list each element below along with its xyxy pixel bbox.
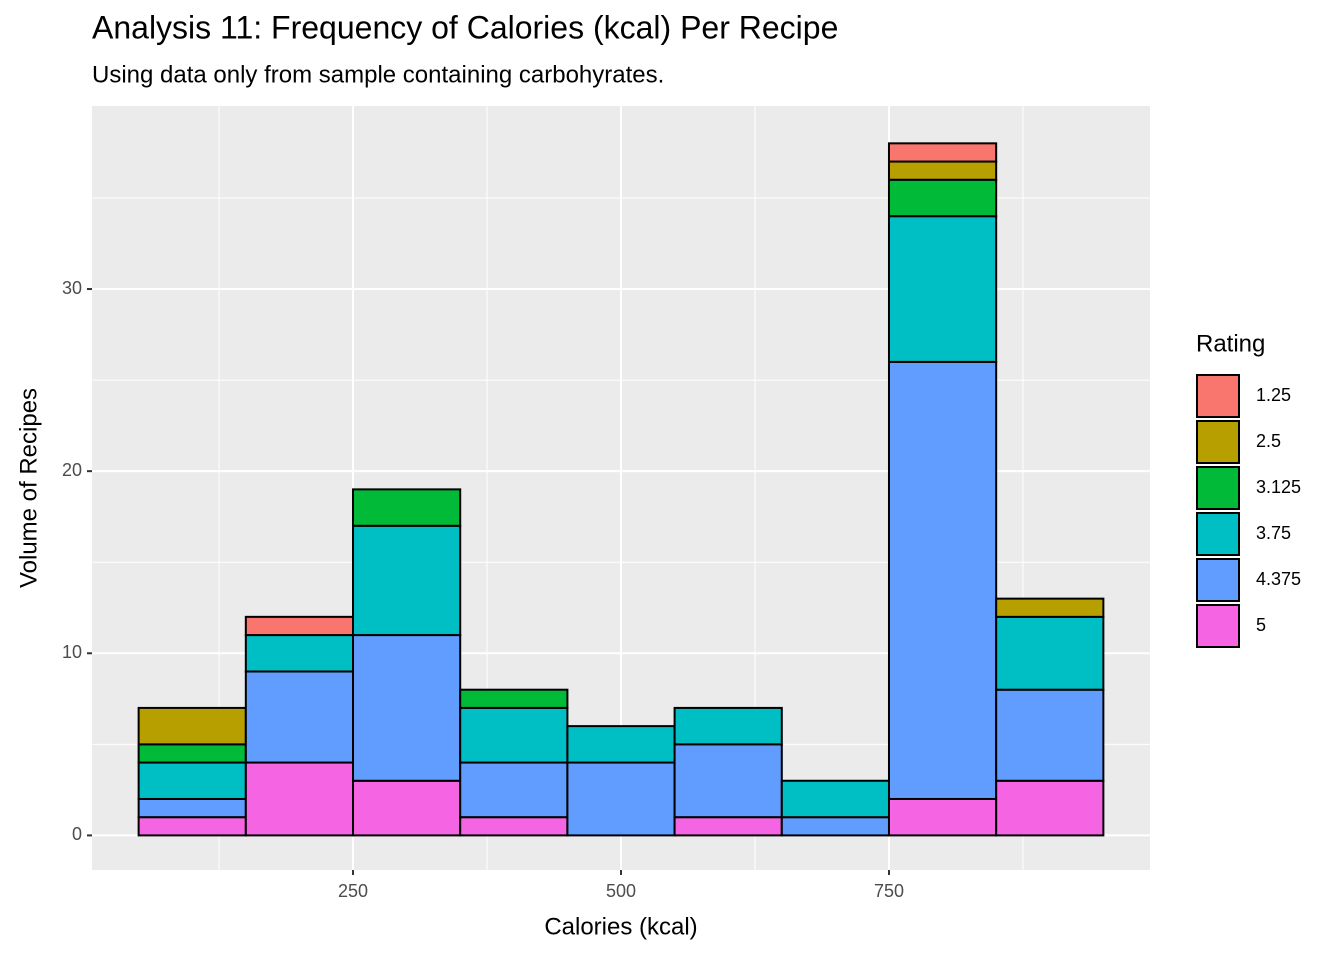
legend-label: 4.375 <box>1256 569 1301 589</box>
x-tick-label: 250 <box>338 881 368 901</box>
bar-segment <box>244 670 355 764</box>
legend-key <box>1196 512 1240 556</box>
bar-segment <box>244 761 355 837</box>
legend-label: 3.75 <box>1256 523 1291 543</box>
legend-key <box>1196 420 1240 464</box>
bar-segment <box>887 160 998 181</box>
x-tick-label: 750 <box>874 881 904 901</box>
legend-label: 1.25 <box>1256 385 1291 405</box>
bar-segment <box>995 615 1105 691</box>
legend-title: Rating <box>1196 330 1265 357</box>
chart-title: Analysis 11: Frequency of Calories (kcal… <box>92 9 838 45</box>
bar-segment <box>137 743 247 764</box>
bar-segment <box>137 816 247 837</box>
bar-segment <box>459 706 569 764</box>
bar-segment <box>995 597 1105 618</box>
bar-segment <box>887 360 998 800</box>
bar-segment <box>887 797 998 837</box>
bar-segment <box>995 688 1105 782</box>
bar-segment <box>137 761 247 800</box>
bar-segment <box>887 215 998 363</box>
bar-segment <box>887 142 998 163</box>
legend-label: 3.125 <box>1256 477 1301 497</box>
legend-key <box>1196 558 1240 602</box>
bar-segment <box>673 706 783 746</box>
legend-label: 5 <box>1256 615 1266 635</box>
bar-segment <box>459 816 569 837</box>
y-tick-label: 10 <box>62 642 82 662</box>
legend-key <box>1196 604 1240 648</box>
bar-segment <box>673 743 783 819</box>
bar-segment <box>352 779 462 837</box>
y-axis-title: Volume of Recipes <box>15 388 42 588</box>
bar-segment <box>459 761 569 819</box>
legend-key <box>1196 374 1240 418</box>
bar-segment <box>244 634 355 673</box>
x-axis-title: Calories (kcal) <box>544 913 697 940</box>
y-tick-label: 20 <box>62 460 82 480</box>
y-tick-label: 30 <box>62 278 82 298</box>
y-tick-label: 0 <box>72 824 82 844</box>
bar-segment <box>780 779 890 819</box>
bar-segment <box>887 178 998 218</box>
bar-segment <box>673 816 783 837</box>
bar-segment <box>352 524 462 637</box>
legend-label: 2.5 <box>1256 431 1281 451</box>
bar-segment <box>352 488 462 527</box>
x-tick-label: 500 <box>606 881 636 901</box>
bar-segment <box>352 634 462 782</box>
bar-segment <box>566 761 676 837</box>
bar-segment <box>566 725 676 764</box>
chart-subtitle: Using data only from sample containing c… <box>92 61 664 88</box>
bar-segment <box>459 688 569 709</box>
bar-segment <box>137 706 247 746</box>
bar-segment <box>137 797 247 819</box>
legend-key <box>1196 466 1240 510</box>
bar-segment <box>780 816 890 837</box>
bar-segment <box>244 615 355 637</box>
bar-segment <box>995 779 1105 837</box>
